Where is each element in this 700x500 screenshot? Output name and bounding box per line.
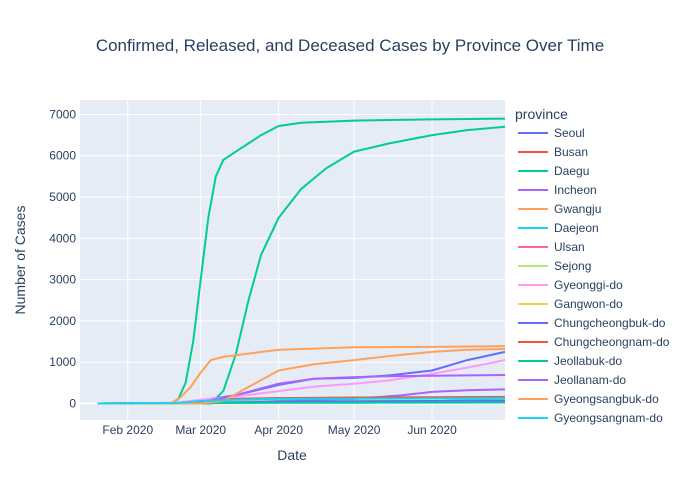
x-axis-ticks: Feb 2020 Mar 2020 Apr 2020 May 2020 Jun 2020 <box>102 423 457 437</box>
y-tick-label: 2000 <box>49 314 76 328</box>
legend-label: Jeollabuk-do <box>554 354 622 368</box>
y-axis-title: Number of Cases <box>12 206 28 315</box>
legend-label: Seoul <box>554 126 585 140</box>
legend-label: Busan <box>554 145 588 159</box>
y-tick-label: 1000 <box>49 355 76 369</box>
legend-item-ulsan[interactable]: Ulsan <box>518 240 585 254</box>
legend-label: Gangwon-do <box>554 297 623 311</box>
chart-title: Confirmed, Released, and Deceased Cases … <box>96 36 604 55</box>
series-line-daegu <box>97 117 506 405</box>
series-layer <box>97 117 506 405</box>
legend-items[interactable]: Seoul Busan Daegu Incheon Gwangju Daejeon Ulsa… <box>518 126 670 425</box>
legend-item-gyeongsangbuk-do[interactable]: Gyeongsangbuk-do <box>518 392 659 406</box>
x-tick-label: Mar 2020 <box>175 423 226 437</box>
legend-item-seoul[interactable]: Seoul <box>518 126 585 140</box>
plot-area <box>80 100 505 420</box>
x-tick-label: Feb 2020 <box>102 423 153 437</box>
legend-label: Daegu <box>554 164 589 178</box>
y-axis-ticks: 0 1000 2000 3000 4000 5000 6000 7000 <box>49 107 76 410</box>
legend-label: Sejong <box>554 259 591 273</box>
legend-label: Jeollanam-do <box>554 373 626 387</box>
y-tick-label: 6000 <box>49 149 76 163</box>
legend-item-gyeonggi-do[interactable]: Gyeonggi-do <box>518 278 623 292</box>
legend-label: Gyeonggi-do <box>554 278 623 292</box>
legend-item-jeollabuk-do[interactable]: Jeollabuk-do <box>518 354 622 368</box>
legend-label: Chungcheongnam-do <box>554 335 670 349</box>
legend-item-gwangju[interactable]: Gwangju <box>518 202 601 216</box>
x-axis-title: Date <box>277 447 307 463</box>
legend-label: Chungcheongbuk-do <box>554 316 666 330</box>
legend-item-daegu[interactable]: Daegu <box>518 164 589 178</box>
y-tick-label: 0 <box>69 396 76 410</box>
x-tick-label: Jun 2020 <box>407 423 457 437</box>
series-line-gyeongsangnam-do <box>97 397 506 405</box>
legend-label: Gyeongsangbuk-do <box>554 392 659 406</box>
y-tick-label: 4000 <box>49 231 76 245</box>
legend-item-chungcheongnam-do[interactable]: Chungcheongnam-do <box>518 335 670 349</box>
series-line-gyeongsangbuk-do <box>97 348 506 405</box>
legend-item-gangwon-do[interactable]: Gangwon-do <box>518 297 623 311</box>
series-line-gyeongsangbuk-do <box>97 345 506 405</box>
legend-item-gyeongsangnam-do[interactable]: Gyeongsangnam-do <box>518 411 663 425</box>
legend-item-jeollanam-do[interactable]: Jeollanam-do <box>518 373 626 387</box>
legend-item-busan[interactable]: Busan <box>518 145 588 159</box>
x-tick-label: May 2020 <box>328 423 381 437</box>
y-tick-label: 5000 <box>49 190 76 204</box>
y-tick-label: 7000 <box>49 107 76 121</box>
legend-label: Daejeon <box>554 221 599 235</box>
legend-label: Gwangju <box>554 202 601 216</box>
legend-label: Gyeongsangnam-do <box>554 411 663 425</box>
legend-label: Ulsan <box>554 240 585 254</box>
legend-item-daejeon[interactable]: Daejeon <box>518 221 599 235</box>
legend-item-chungcheongbuk-do[interactable]: Chungcheongbuk-do <box>518 316 666 330</box>
legend[interactable]: province Seoul Busan Daegu Incheon Gwangju Da… <box>515 106 670 425</box>
legend-title: province <box>515 106 568 122</box>
series-line-daegu <box>97 125 506 405</box>
legend-item-sejong[interactable]: Sejong <box>518 259 591 273</box>
y-tick-label: 3000 <box>49 273 76 287</box>
legend-item-incheon[interactable]: Incheon <box>518 183 597 197</box>
legend-label: Incheon <box>554 183 597 197</box>
x-tick-label: Apr 2020 <box>254 423 303 437</box>
